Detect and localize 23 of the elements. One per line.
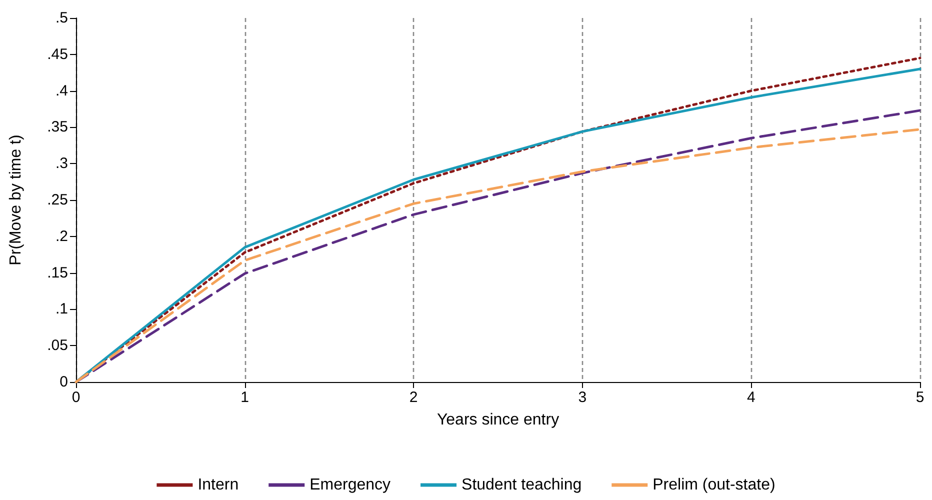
legend-label: Intern — [198, 476, 239, 494]
x-tick-label: 1 — [240, 389, 249, 406]
legend-label: Emergency — [310, 476, 391, 494]
y-tick-label: .1 — [55, 300, 68, 318]
y-tick-label: .4 — [55, 82, 68, 100]
x-axis-title: Years since entry — [436, 412, 560, 428]
y-tick-label: .2 — [55, 228, 68, 245]
x-tick-label: 3 — [578, 389, 587, 406]
y-tick-label: 0 — [60, 374, 68, 390]
legend-label: Prelim (out-state) — [652, 476, 776, 494]
y-axis-title: Pr(Move by time t) — [8, 134, 24, 266]
y-tick-label: .5 — [55, 10, 68, 26]
y-tick-label: .05 — [47, 337, 68, 354]
y-tick-label: .35 — [47, 118, 68, 136]
x-tick-label: 4 — [747, 389, 756, 406]
x-tick-label: 0 — [72, 389, 80, 406]
y-tick-label: .25 — [47, 192, 68, 208]
y-tick-label: .15 — [47, 264, 68, 282]
x-tick-label: 5 — [916, 389, 924, 406]
y-tick-label: .3 — [55, 155, 68, 172]
y-tick-label: .45 — [47, 46, 68, 63]
legend-label: Student teaching — [462, 476, 582, 494]
x-tick-label: 2 — [409, 389, 418, 406]
